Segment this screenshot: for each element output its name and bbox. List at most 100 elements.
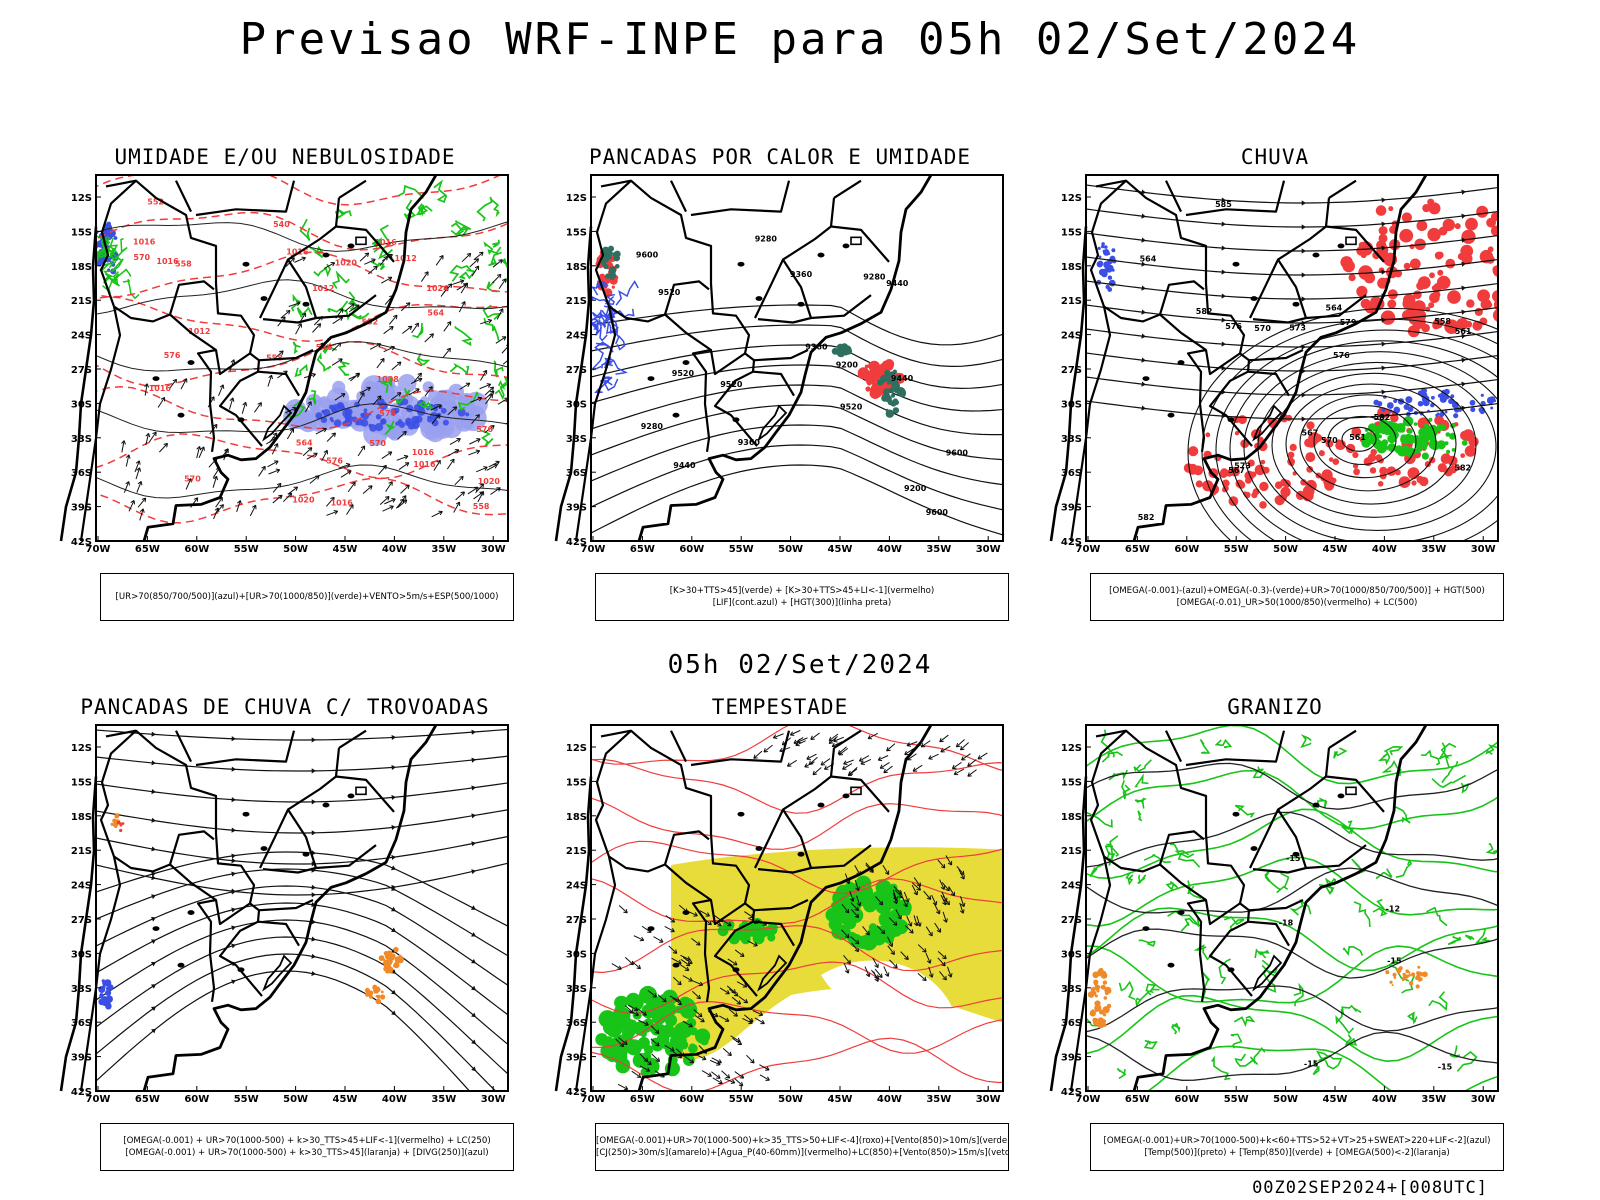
wind-arrow xyxy=(280,310,291,319)
shaded-cell xyxy=(825,907,840,922)
shaded-cell xyxy=(360,413,365,417)
wind-arrow xyxy=(876,925,886,935)
streamline xyxy=(96,862,508,896)
wind-arrowhead xyxy=(897,915,902,920)
shaded-cell xyxy=(389,969,393,974)
lat-tick-label: 42S xyxy=(1061,1087,1082,1098)
wind-arrowhead xyxy=(913,921,919,927)
shaded-cell xyxy=(1444,410,1448,414)
shaded-cell xyxy=(605,273,611,279)
shaded-cell xyxy=(1099,1009,1104,1015)
lat-tick-label: 21S xyxy=(1061,846,1082,857)
wind-arrow xyxy=(347,481,356,493)
contour-squiggle xyxy=(1134,797,1148,809)
wind-arrowhead xyxy=(292,406,297,412)
streamline-arrowhead xyxy=(471,757,476,763)
wind-arrowhead xyxy=(849,897,855,902)
shaded-cell xyxy=(363,408,368,413)
shaded-cell xyxy=(890,393,896,398)
streamline xyxy=(96,936,508,1075)
contour-squiggle xyxy=(316,352,332,372)
shaded-cell xyxy=(884,915,891,922)
contour-label: 1016 xyxy=(149,384,172,393)
shaded-cell xyxy=(1409,243,1415,250)
wind-arrowhead xyxy=(867,734,873,740)
shaded-cell xyxy=(1254,464,1266,476)
wind-arrow xyxy=(400,302,411,312)
contour-line xyxy=(1086,725,1498,785)
run-footer: 00Z02SEP2024+[008UTC] xyxy=(1252,1178,1488,1198)
lat-tick-label: 24S xyxy=(566,881,587,892)
wind-arrow xyxy=(672,976,682,986)
wind-arrow xyxy=(747,940,758,947)
contour-line xyxy=(1086,945,1498,1004)
shaded-cell xyxy=(1364,271,1371,278)
wind-arrowhead xyxy=(313,452,318,458)
wind-arrow xyxy=(495,336,507,344)
wind-arrow xyxy=(862,925,870,936)
wind-arrowhead xyxy=(865,930,870,936)
wind-arrowhead xyxy=(403,454,409,460)
lat-tick-label: 12S xyxy=(1061,193,1082,204)
contour-squiggle xyxy=(1342,945,1364,957)
wind-arrow xyxy=(913,915,918,927)
wind-arrowhead xyxy=(854,906,859,912)
wind-arrowhead xyxy=(677,980,682,986)
shaded-cell xyxy=(1408,973,1411,977)
coastline xyxy=(1132,724,1428,1092)
lat-tick-label: 39S xyxy=(71,503,92,514)
wind-arrowhead xyxy=(733,992,739,997)
border-line xyxy=(830,225,890,263)
fields xyxy=(96,728,508,1091)
wind-arrowhead xyxy=(382,464,387,470)
streamline-arrowhead xyxy=(151,984,156,989)
wind-arrow xyxy=(684,1055,694,1064)
wind-arrow xyxy=(841,929,850,939)
contour-label: -15 xyxy=(1438,1062,1453,1071)
lat-tick-label: 12S xyxy=(566,743,587,754)
contour-label: 9520 xyxy=(672,369,695,378)
shaded-cell xyxy=(1369,434,1380,445)
shaded-cell xyxy=(457,408,466,417)
lat-tick-label: 27S xyxy=(71,365,92,376)
lon-tick-label: 50W xyxy=(778,544,803,555)
contour-squiggle xyxy=(1108,769,1128,781)
wind-arrowhead xyxy=(496,487,501,492)
streamline-arrowhead xyxy=(311,953,316,959)
border-line xyxy=(1095,729,1253,997)
border-line xyxy=(754,747,836,869)
wind-arrowhead xyxy=(886,746,891,752)
streamline xyxy=(591,364,1003,412)
wind-arrow xyxy=(843,962,849,974)
wind-arrow xyxy=(977,752,988,760)
shaded-cell xyxy=(1107,275,1113,280)
wind-arrowhead xyxy=(658,938,664,943)
shaded-cell xyxy=(615,264,620,269)
streamline-arrowhead xyxy=(471,785,476,791)
border-line xyxy=(1185,730,1286,767)
shaded-cell xyxy=(1427,227,1441,242)
panel-title: PANCADAS POR CALOR E UMIDADE xyxy=(588,145,971,169)
wind-arrowhead xyxy=(707,1072,712,1077)
wind-arrowhead xyxy=(935,909,941,915)
shaded-cell xyxy=(1439,395,1447,403)
shaded-cell xyxy=(383,966,388,972)
border-line xyxy=(690,730,791,767)
shaded-cell xyxy=(372,984,378,990)
wind-arrowhead xyxy=(739,1074,745,1079)
map-frame xyxy=(590,174,1004,542)
wind-arrowhead xyxy=(670,1047,675,1052)
contour-squiggle xyxy=(1335,1009,1355,1035)
border-line xyxy=(99,729,215,873)
wind-arrowhead xyxy=(196,446,202,451)
panel-title: TEMPESTADE xyxy=(711,695,849,719)
shaded-cell xyxy=(1287,451,1295,459)
streamline-arrowhead xyxy=(151,1006,156,1012)
border-line xyxy=(1247,899,1304,912)
wind-arrowhead xyxy=(401,495,407,500)
wind-arrow xyxy=(492,273,502,284)
streamline xyxy=(1086,280,1498,300)
streamline-arrowhead xyxy=(1141,189,1146,195)
wind-arrowhead xyxy=(125,454,131,459)
border-line xyxy=(257,370,300,397)
